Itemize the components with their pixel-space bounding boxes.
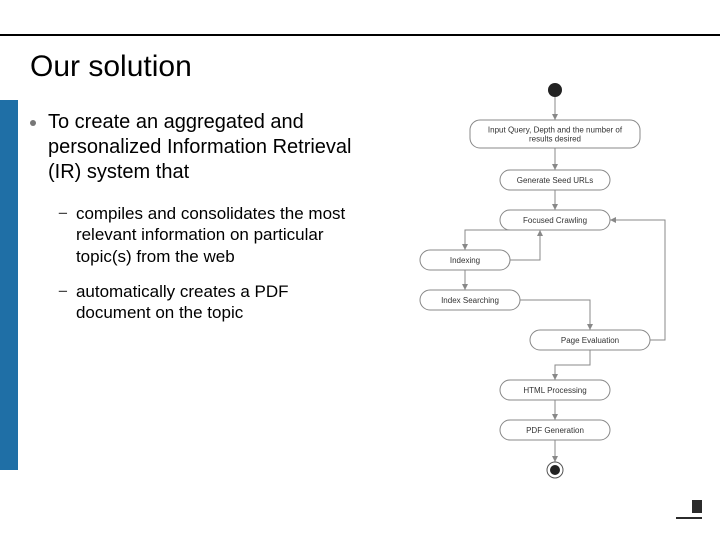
svg-text:Generate Seed URLs: Generate Seed URLs <box>517 176 594 185</box>
svg-text:Page Evaluation: Page Evaluation <box>561 336 619 345</box>
sub-bullet: − compiles and consolidates the most rel… <box>58 203 360 267</box>
sub-bullet-list: − compiles and consolidates the most rel… <box>58 203 360 323</box>
dash-icon: − <box>58 203 68 224</box>
sub-bullet-text: compiles and consolidates the most relev… <box>76 203 360 267</box>
svg-text:Input Query, Depth and the num: Input Query, Depth and the number of <box>488 126 623 135</box>
sub-bullet-text: automatically creates a PDF document on … <box>76 281 360 324</box>
page-title: Our solution <box>30 50 192 84</box>
sub-bullet: − automatically creates a PDF document o… <box>58 281 360 324</box>
bullet-main: To create an aggregated and personalized… <box>30 110 360 185</box>
logo-block <box>692 500 702 513</box>
top-rule <box>0 34 720 36</box>
bullet-main-text: To create an aggregated and personalized… <box>48 110 360 185</box>
bullet-dot-icon <box>30 120 36 126</box>
logo-line <box>676 517 702 519</box>
svg-text:results desired: results desired <box>529 135 581 144</box>
svg-text:Focused Crawling: Focused Crawling <box>523 216 587 225</box>
accent-bar <box>0 100 18 470</box>
slide: Our solution To create an aggregated and… <box>0 0 720 540</box>
flowchart-svg: Input Query, Depth and the number ofresu… <box>370 80 700 510</box>
svg-text:Indexing: Indexing <box>450 256 480 265</box>
flowchart-diagram: Input Query, Depth and the number ofresu… <box>370 80 700 510</box>
dash-icon: − <box>58 281 68 302</box>
svg-text:HTML Processing: HTML Processing <box>523 386 586 395</box>
content-area: To create an aggregated and personalized… <box>30 110 360 337</box>
svg-text:Index Searching: Index Searching <box>441 296 499 305</box>
brand-logo <box>676 500 702 522</box>
svg-text:PDF Generation: PDF Generation <box>526 426 584 435</box>
